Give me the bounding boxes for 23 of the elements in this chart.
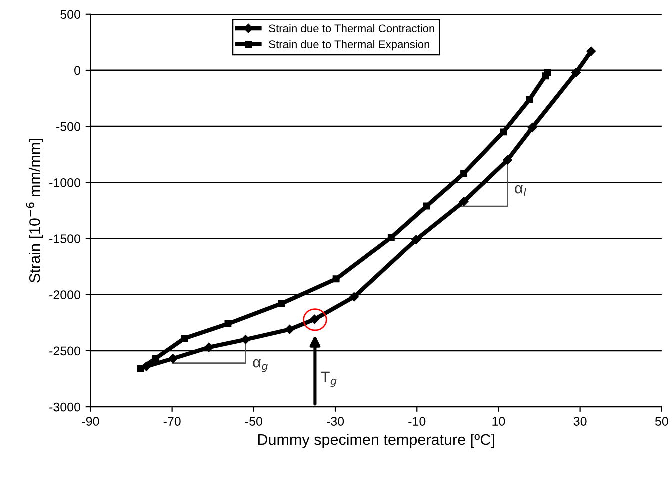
legend-label: Strain due to Thermal Contraction (269, 24, 434, 33)
x-axis-title: Dummy specimen temperature [ºC] (258, 434, 494, 448)
x-tick-label: -30 (327, 417, 344, 426)
y-tick-label: -1000 (50, 178, 81, 188)
y-tick-label: -3000 (50, 402, 81, 412)
x-tick-label: 10 (492, 417, 506, 426)
y-tick-label: -2500 (50, 346, 81, 356)
y-tick-label: 0 (74, 66, 81, 76)
y-axis-title: Strain [10$^{−6}$ mm/mm] (26, 139, 44, 283)
y-tick-label: -500 (56, 122, 81, 132)
annotation: α$_{g}$ (253, 359, 268, 372)
x-tick-label: -70 (164, 417, 181, 426)
x-tick-label: -50 (245, 417, 262, 426)
x-tick-label: 30 (574, 417, 587, 426)
annotation: T$_{g}$ (321, 372, 337, 388)
x-tick-label: 50 (655, 417, 668, 426)
x-tick-label: -90 (82, 417, 100, 426)
annotation: α$_{l}$ (515, 185, 526, 196)
y-tick-label: 500 (60, 10, 81, 20)
y-tick-label: -2000 (50, 290, 81, 300)
legend-label: Strain due to Thermal Expansion (269, 40, 430, 51)
x-tick-label: -10 (408, 417, 426, 426)
y-tick-label: -1500 (50, 234, 81, 244)
